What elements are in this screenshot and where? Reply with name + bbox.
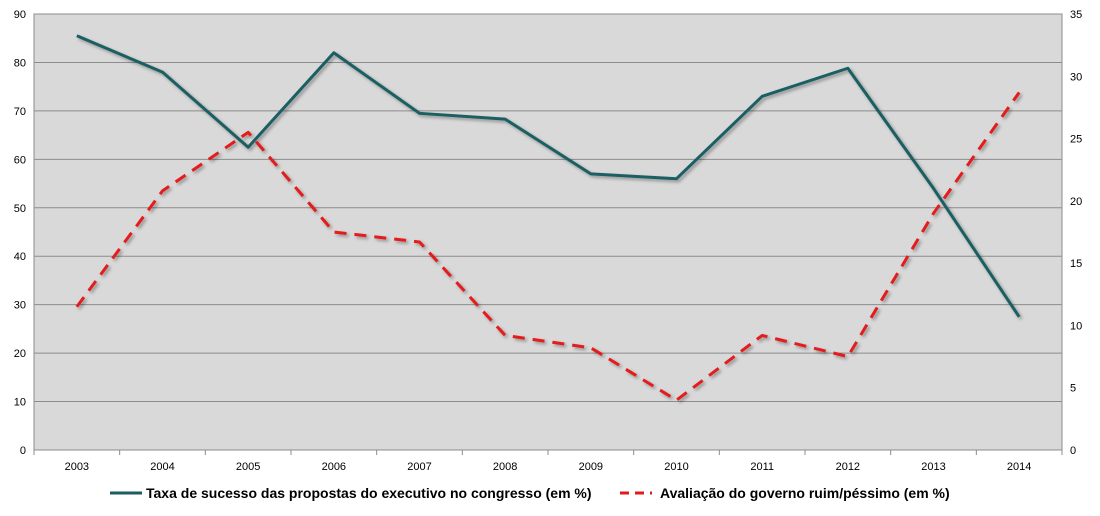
x-tick-label: 2005 xyxy=(236,461,260,473)
x-tick-label: 2003 xyxy=(65,461,89,473)
x-tick-label: 2008 xyxy=(493,461,517,473)
y-right-tick-label: 20 xyxy=(1070,196,1082,208)
x-tick-label: 2011 xyxy=(750,461,774,473)
x-tick-label: 2004 xyxy=(150,461,174,473)
y-right-tick-label: 30 xyxy=(1070,71,1082,83)
series-line-bad-rating xyxy=(75,91,1021,402)
y-left-tick-label: 90 xyxy=(14,9,26,21)
legend-label-success-rate: Taxa de sucesso das propostas do executi… xyxy=(146,485,592,501)
y-left-tick-label: 50 xyxy=(14,203,26,215)
y-right-tick-label: 35 xyxy=(1070,9,1082,21)
x-tick-label: 2014 xyxy=(1007,461,1031,473)
y-left-tick-label: 40 xyxy=(14,251,26,263)
x-tick-label: 2012 xyxy=(836,461,860,473)
y-left-tick-label: 60 xyxy=(14,154,26,166)
series-line-success-rate xyxy=(76,34,1021,318)
y-left-tick-label: 70 xyxy=(14,106,26,118)
x-tick-label: 2010 xyxy=(664,461,688,473)
y-right-tick-label: 25 xyxy=(1070,134,1082,146)
series xyxy=(75,34,1021,402)
y-left-tick-label: 30 xyxy=(14,300,26,312)
y-axis-right: 0 5 10 15 20 25 30 35 xyxy=(1070,9,1082,457)
y-right-tick-label: 5 xyxy=(1070,383,1076,395)
x-tick-label: 2007 xyxy=(407,461,431,473)
plot-area xyxy=(34,14,1062,450)
x-tick-label: 2009 xyxy=(579,461,603,473)
x-tick-label: 2006 xyxy=(322,461,346,473)
legend: Taxa de sucesso das propostas do executi… xyxy=(110,485,950,501)
y-left-tick-label: 20 xyxy=(14,348,26,360)
y-right-tick-label: 10 xyxy=(1070,320,1082,332)
y-right-tick-label: 0 xyxy=(1070,445,1076,457)
y-axis-left: 0 10 20 30 40 50 60 70 80 90 xyxy=(14,9,26,457)
x-tick-label: 2013 xyxy=(921,461,945,473)
y-left-tick-label: 80 xyxy=(14,57,26,69)
y-left-tick-label: 0 xyxy=(20,445,26,457)
y-right-tick-label: 15 xyxy=(1070,258,1082,270)
x-axis: 2003 2004 2005 2006 2007 2008 2009 2010 2011 2012… xyxy=(33,449,1063,473)
legend-label-bad-rating: Avaliação do governo ruim/péssimo (em %) xyxy=(660,485,950,501)
y-left-tick-label: 10 xyxy=(14,397,26,409)
